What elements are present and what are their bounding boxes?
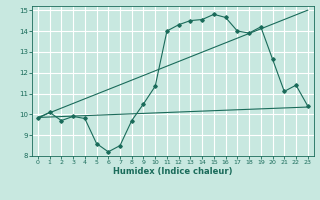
X-axis label: Humidex (Indice chaleur): Humidex (Indice chaleur)	[113, 167, 233, 176]
